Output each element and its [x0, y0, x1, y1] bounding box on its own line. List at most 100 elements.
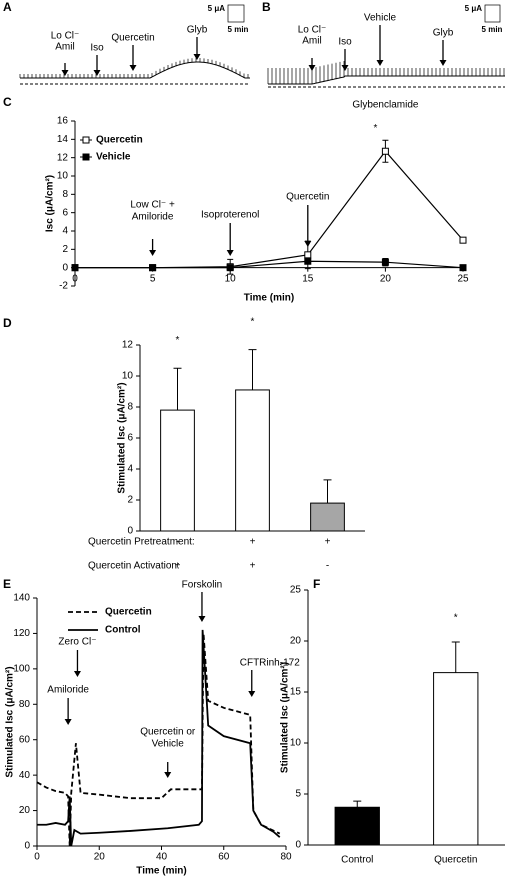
- series-line: [75, 260, 464, 269]
- x-tick-label: 0: [34, 852, 40, 863]
- error-bar: [173, 367, 182, 411]
- arrow-head: [73, 671, 81, 677]
- y-tick-label: 80: [19, 699, 31, 710]
- arrow-head: [93, 70, 101, 76]
- y-axis-label: Stimulated Isc (μA/cm²): [117, 382, 128, 493]
- annotation: Glybenclamide: [352, 100, 419, 111]
- annotation: CFTRinh-172: [240, 658, 300, 669]
- bar: [160, 409, 195, 532]
- y-tick-label: 8: [62, 189, 68, 200]
- arrow-head: [193, 54, 201, 60]
- y-tick-label: 5: [295, 789, 301, 800]
- row-value: +: [250, 537, 256, 548]
- legend-label: Quercetin: [105, 607, 152, 618]
- panel-letter: C: [3, 95, 12, 109]
- y-tick-label: 14: [57, 134, 69, 145]
- annotation: Glyb: [187, 25, 208, 36]
- y-tick-label: 12: [57, 152, 69, 163]
- y-tick-label: 2: [62, 244, 68, 255]
- x-axis-label: Time (min): [244, 293, 294, 304]
- panel-letter: F: [313, 577, 320, 591]
- y-tick-label: 6: [62, 207, 68, 218]
- x-axis-label: Time (min): [136, 866, 186, 877]
- x-tick-label: 20: [380, 273, 392, 284]
- marker: [304, 251, 312, 259]
- annotation: Amiloride: [132, 212, 174, 223]
- arrow-head: [198, 616, 206, 622]
- legend-label: Vehicle: [96, 152, 131, 163]
- scale-box: [484, 4, 501, 23]
- annotation: Lo Cl⁻: [51, 31, 80, 42]
- annotation: Vehicle: [364, 13, 397, 24]
- error-bar: [248, 349, 257, 390]
- y-tick-label: 60: [19, 734, 31, 745]
- significance: *: [373, 123, 377, 134]
- significance: *: [251, 316, 255, 327]
- trace: [20, 61, 250, 79]
- error-bar: [353, 800, 362, 808]
- annotation: Amil: [55, 42, 74, 53]
- bar: [334, 806, 380, 846]
- scale-label: 5 μA: [465, 4, 483, 13]
- annotation: Vehicle: [152, 739, 185, 750]
- y-tick-label: 2: [127, 495, 133, 506]
- y-tick-label: 15: [290, 687, 302, 698]
- marker: [381, 147, 389, 155]
- y-tick-label: 140: [13, 593, 30, 604]
- marker: [149, 264, 157, 272]
- y-tick-label: 0: [127, 526, 133, 537]
- arrow-head: [248, 691, 256, 697]
- y-tick-label: -2: [59, 281, 68, 292]
- annotation: Iso: [90, 43, 104, 54]
- x-tick-label: 10: [225, 273, 237, 284]
- legend-marker: [82, 153, 90, 161]
- y-tick-label: 0: [295, 840, 301, 851]
- annotation: Quercetin or: [140, 727, 196, 738]
- marker: [226, 264, 234, 272]
- bar: [310, 502, 345, 532]
- y-tick-label: 10: [122, 371, 134, 382]
- marker: [381, 258, 389, 266]
- y-axis-label: Isc (μA/cm²): [45, 175, 56, 232]
- x-tick-label: 80: [280, 852, 292, 863]
- significance: *: [176, 335, 180, 346]
- arrow-head: [341, 65, 349, 71]
- row-value: +: [325, 537, 331, 548]
- y-tick-label: 120: [13, 628, 30, 639]
- annotation: Zero Cl⁻: [58, 637, 96, 648]
- scale-label: 5 min: [482, 25, 503, 34]
- y-tick-label: 12: [122, 340, 134, 351]
- bar: [433, 672, 479, 846]
- annotation: Glyb: [433, 28, 454, 39]
- y-axis-label: Stimulated Isc (μA/cm²): [5, 666, 16, 777]
- arrow-head: [376, 60, 384, 66]
- arrow-head: [308, 65, 316, 71]
- x-tick-label: 0: [72, 273, 78, 284]
- annotation: Quercetin: [111, 33, 154, 44]
- marker: [459, 264, 467, 272]
- panel-letter: B: [262, 0, 271, 14]
- y-tick-label: 25: [290, 585, 302, 596]
- x-tick-label: 60: [218, 852, 230, 863]
- x-tick-label: 40: [156, 852, 168, 863]
- y-tick-label: 40: [19, 770, 31, 781]
- legend-marker: [82, 136, 90, 144]
- arrow-head: [61, 70, 69, 76]
- y-tick-label: 20: [290, 636, 302, 647]
- annotation: Amil: [302, 36, 321, 47]
- arrow-head: [149, 250, 157, 256]
- row-value: -: [176, 537, 179, 548]
- scale-box: [227, 4, 245, 23]
- arrow-head: [164, 772, 172, 778]
- marker: [71, 264, 79, 272]
- arrow-head: [304, 241, 312, 247]
- y-tick-label: 0: [62, 262, 68, 273]
- legend-label: Quercetin: [96, 135, 143, 146]
- panel-letter: E: [3, 577, 11, 591]
- y-tick-label: 20: [19, 805, 31, 816]
- annotation: Isoproterenol: [201, 210, 259, 221]
- arrow-head: [64, 719, 72, 725]
- row-label: Quercetin Pretreatment:: [88, 537, 195, 548]
